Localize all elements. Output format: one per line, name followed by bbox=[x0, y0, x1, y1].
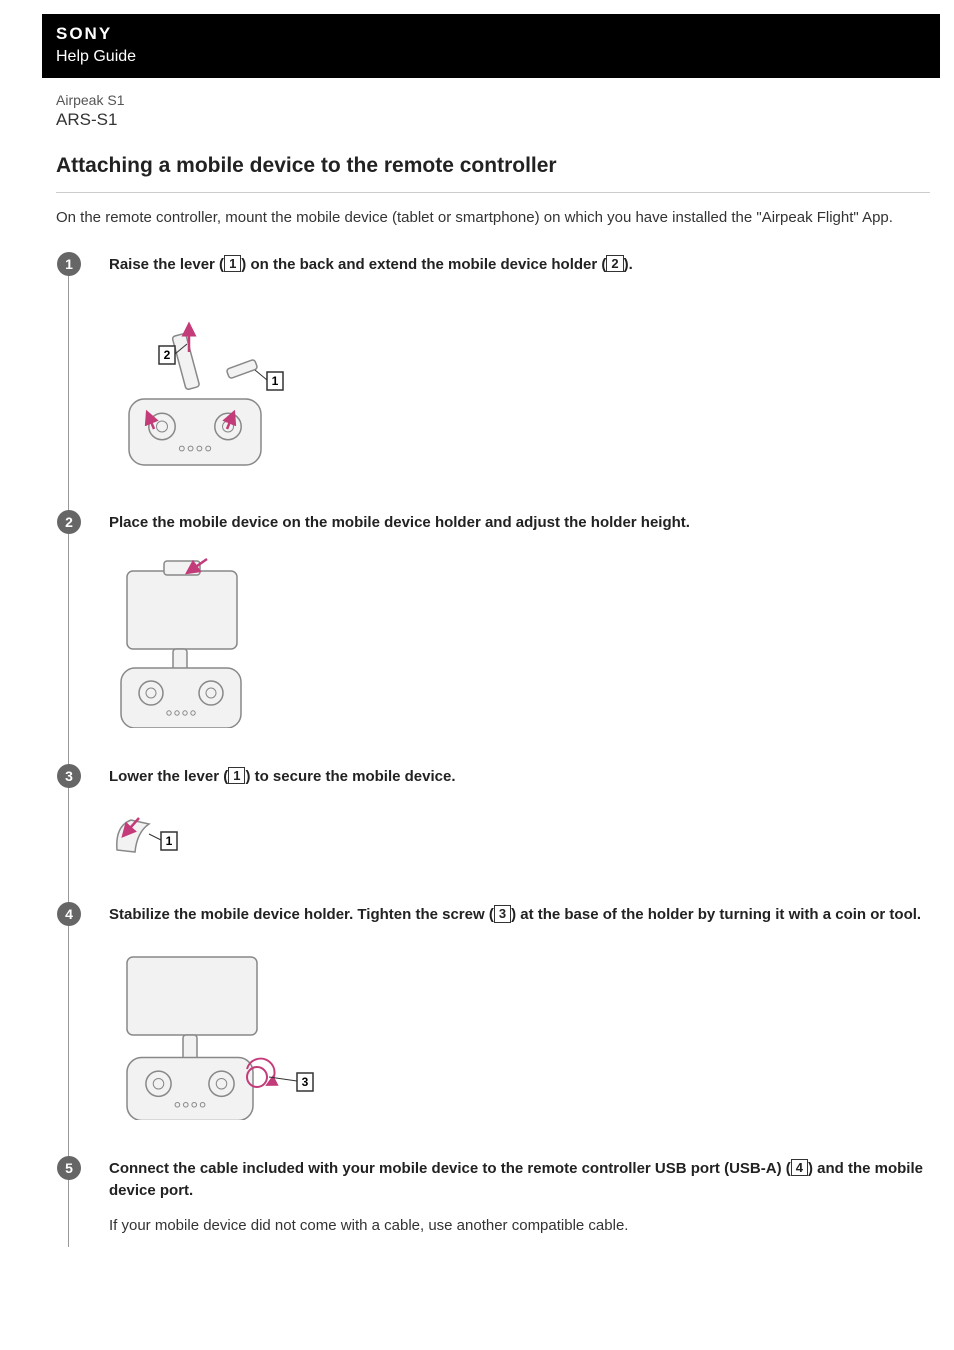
product-block: Airpeak S1 ARS-S1 bbox=[56, 92, 954, 130]
step: 1Raise the lever (1) on the back and ext… bbox=[68, 254, 930, 513]
step: 3Lower the lever (1) to secure the mobil… bbox=[68, 766, 930, 905]
step-number-badge: 1 bbox=[57, 252, 81, 276]
svg-text:1: 1 bbox=[166, 834, 173, 848]
step-number-badge: 5 bbox=[57, 1156, 81, 1180]
step-illustration bbox=[109, 553, 930, 728]
reference-callout: 3 bbox=[494, 905, 511, 923]
step: 4Stabilize the mobile device holder. Tig… bbox=[68, 904, 930, 1158]
step-title: Raise the lever (1) on the back and exte… bbox=[109, 254, 930, 277]
product-model: ARS-S1 bbox=[56, 110, 954, 130]
reference-callout: 1 bbox=[228, 767, 245, 785]
step-illustration: 1 bbox=[109, 806, 930, 866]
step-number-badge: 2 bbox=[57, 510, 81, 534]
product-line: Airpeak S1 bbox=[56, 92, 954, 108]
step-title: Connect the cable included with your mob… bbox=[109, 1158, 930, 1203]
intro-paragraph: On the remote controller, mount the mobi… bbox=[56, 207, 930, 230]
step-title: Place the mobile device on the mobile de… bbox=[109, 512, 930, 535]
svg-text:1: 1 bbox=[272, 374, 279, 388]
svg-text:2: 2 bbox=[164, 348, 171, 362]
step-illustration: 3 bbox=[109, 945, 930, 1120]
step: 2Place the mobile device on the mobile d… bbox=[68, 512, 930, 766]
title-rule bbox=[56, 192, 930, 193]
reference-callout: 4 bbox=[791, 1159, 808, 1177]
reference-callout: 2 bbox=[606, 255, 623, 273]
step-title: Lower the lever (1) to secure the mobile… bbox=[109, 766, 930, 789]
brand-logo: SONY bbox=[56, 24, 926, 44]
step-number-badge: 3 bbox=[57, 764, 81, 788]
step-body-text: If your mobile device did not come with … bbox=[109, 1215, 930, 1238]
step-number-badge: 4 bbox=[57, 902, 81, 926]
reference-callout: 1 bbox=[224, 255, 241, 273]
page-title: Attaching a mobile device to the remote … bbox=[56, 154, 954, 178]
step-title: Stabilize the mobile device holder. Tigh… bbox=[109, 904, 930, 927]
header-bar: SONY Help Guide bbox=[42, 14, 940, 78]
header-subtitle: Help Guide bbox=[56, 48, 926, 66]
step: 5Connect the cable included with your mo… bbox=[68, 1158, 930, 1248]
svg-text:3: 3 bbox=[302, 1075, 309, 1089]
steps-list: 1Raise the lever (1) on the back and ext… bbox=[56, 254, 930, 1248]
step-illustration: 21 bbox=[109, 294, 930, 474]
